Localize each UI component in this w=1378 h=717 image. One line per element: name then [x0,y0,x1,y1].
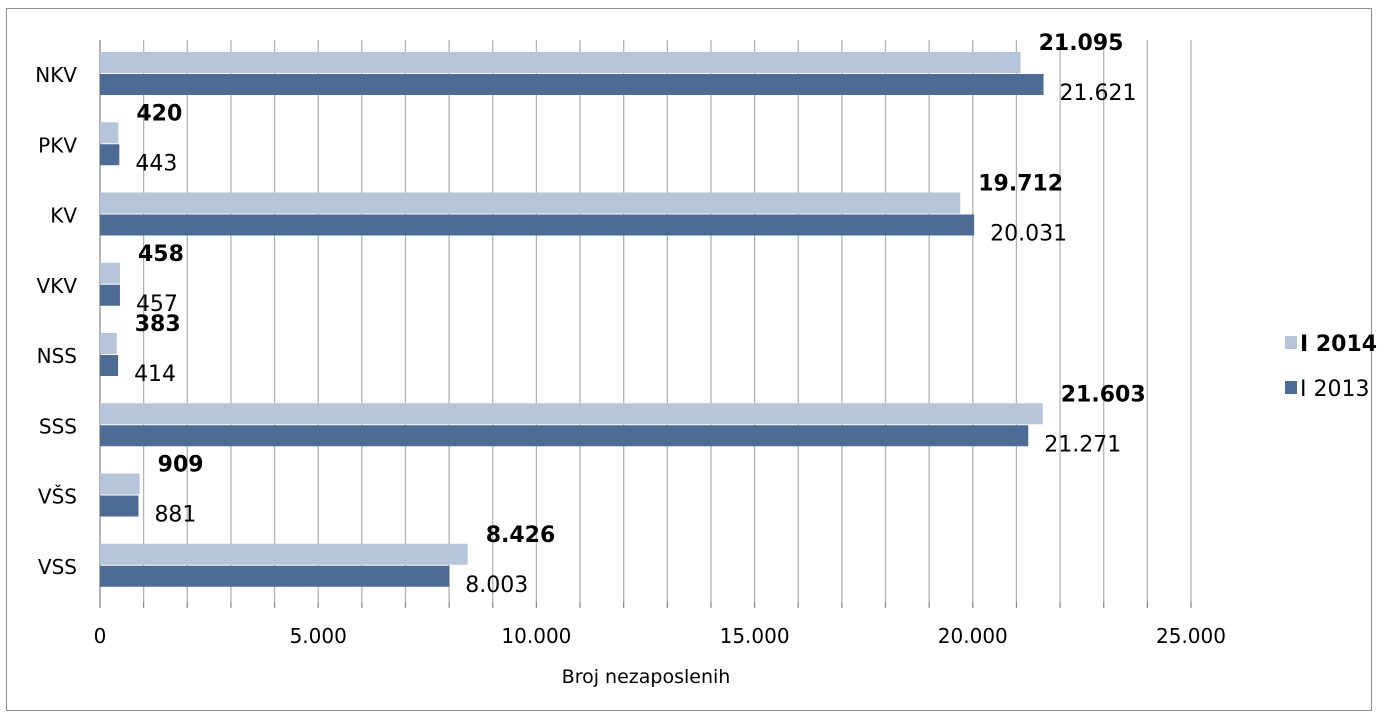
bar-i2014 [100,262,120,284]
data-label-i2013: 20.031 [990,222,1067,247]
data-label-i2013: 414 [134,362,176,387]
bar-i2013 [100,425,1029,447]
bar-i2014 [100,403,1043,425]
data-label-i2013: 21.271 [1044,432,1121,457]
x-tick-label: 20.000 [938,624,1008,648]
data-label-i2014: 420 [136,101,182,126]
data-label-i2013: 21.621 [1060,81,1137,106]
data-label-i2014: 21.603 [1061,382,1146,407]
y-tick-label: SSS [39,414,77,438]
y-tick-label: NSS [37,344,77,368]
data-label-i2014: 21.095 [1039,31,1124,56]
data-label-i2014: 383 [135,312,181,337]
bar-i2014 [100,52,1021,73]
bar-i2013 [100,495,139,517]
bar-i2013 [100,214,975,236]
gridlines [142,40,1192,602]
data-label-i2014: 909 [158,453,204,478]
bar-i2013 [100,74,1044,95]
data-label-i2014: 458 [138,242,184,267]
y-tick-label: VKV [37,274,78,298]
bar-i2013 [100,565,450,587]
legend-label-i2013: I 2013 [1300,377,1369,402]
bar-i2014 [100,473,140,495]
legend-swatch-i2014 [1285,336,1297,349]
legend-label-i2014: I 2014 [1300,332,1377,357]
data-label-i2013: 881 [154,503,196,528]
chart-frame [6,8,1372,711]
x-tick-label: 25.000 [1156,624,1226,648]
x-axis-ticks [99,602,1192,608]
x-tick-label: 10.000 [501,624,571,648]
y-tick-label: NKV [35,63,77,87]
x-tick-label: 0 [94,624,107,648]
data-label-i2014: 19.712 [978,172,1063,197]
y-tick-label: KV [50,204,77,228]
bar-i2013 [100,284,120,306]
bar-i2014 [100,192,961,214]
data-label-i2013: 457 [136,292,178,317]
bar-i2014 [100,543,468,565]
y-tick-label: VSS [38,555,77,579]
bar-i2014 [100,122,119,144]
bar-i2013 [100,355,119,376]
data-label-i2013: 443 [135,151,177,176]
legend: I 2014 I 2013 [1285,332,1377,402]
y-tick-label: VŠS [38,485,77,509]
legend-swatch-i2013 [1285,381,1297,394]
bar-i2013 [100,144,120,166]
data-label-i2013: 8.003 [465,573,528,598]
data-label-i2014: 8.426 [486,523,556,548]
bar-i2014 [100,333,117,354]
x-tick-label: 5.000 [290,624,347,648]
x-axis-title: Broj nezaposlenih [562,666,731,688]
y-tick-label: PKV [38,133,77,157]
x-tick-label: 15.000 [720,624,790,648]
